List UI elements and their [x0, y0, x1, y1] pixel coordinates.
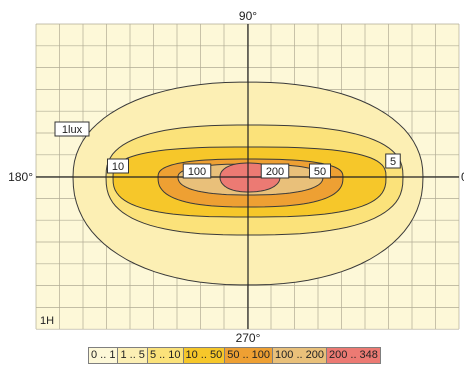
isoline-labels: 1lux 10 5 100 200 50 — [54, 121, 401, 179]
direction-label-bottom: 270° — [236, 331, 261, 345]
isoline-label: 50 — [309, 163, 331, 179]
isolux-contour-chart: 1lux 10 5 100 200 50 90° 180° 0° 270° 1H — [8, 9, 464, 345]
isoline-label-box — [182, 163, 212, 179]
isoline-label-text: 10 — [112, 161, 124, 173]
direction-label-left: 180° — [8, 170, 33, 184]
legend-item: 200 .. 348 — [326, 348, 380, 363]
isoline-label-box — [54, 121, 90, 137]
direction-label-top: 90° — [239, 9, 257, 23]
legend-item: 100 .. 200 — [273, 348, 327, 363]
isoline-label-text: 200 — [266, 166, 284, 178]
direction-label-right: 0° — [461, 170, 464, 184]
legend-item: 0 .. 1 — [89, 348, 119, 363]
isoline-label: 100 — [182, 163, 212, 179]
isoline-label-text: 50 — [314, 166, 326, 178]
isoline-label-box — [107, 158, 129, 174]
isoline-label: 10 — [107, 158, 129, 174]
legend-item: 10 .. 50 — [183, 348, 226, 363]
legend-item: 50 .. 100 — [225, 348, 274, 363]
corner-label: 1H — [40, 315, 54, 327]
axis-lines — [36, 24, 459, 329]
isoline-label-box — [260, 163, 290, 179]
isoline-label-box — [309, 163, 331, 179]
isoline-label-box — [385, 153, 401, 169]
isoline-label-text: 5 — [390, 156, 396, 168]
legend-item: 5 .. 10 — [147, 348, 184, 363]
isoline-label-text: 1lux — [62, 124, 83, 136]
isoline-label: 5 — [385, 153, 401, 169]
isoline-label: 1lux — [54, 121, 90, 137]
isoline-label-text: 100 — [188, 166, 206, 178]
legend-item: 1 .. 5 — [118, 348, 148, 363]
isoline-label: 200 — [260, 163, 290, 179]
